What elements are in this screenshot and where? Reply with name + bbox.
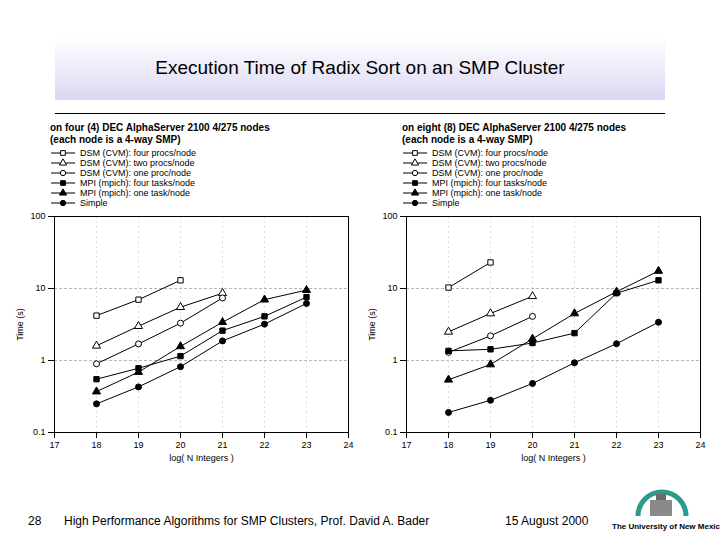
html-text:MPI (mpich): four tasks/node: MPI (mpich): four tasks/node <box>80 178 195 188</box>
svg-text:1: 1 <box>392 355 397 365</box>
svg-text:21: 21 <box>217 440 227 450</box>
html-text:Execution Time of Radix Sort o: Execution Time of Radix Sort on an SMP C… <box>155 57 565 78</box>
html-text:on four (4) DEC AlphaServer 21: on four (4) DEC AlphaServer 2100 4/275 n… <box>50 122 270 133</box>
svg-text:20: 20 <box>175 440 185 450</box>
html-text:MPI (mpich): four tasks/node: MPI (mpich): four tasks/node <box>432 178 547 188</box>
html-text:DSM (CVM): one proc/node: DSM (CVM): one proc/node <box>432 168 543 178</box>
html-text:DSM (CVM): four procs/node: DSM (CVM): four procs/node <box>432 148 548 158</box>
svg-text:24: 24 <box>343 440 353 450</box>
html-text:28: 28 <box>28 514 42 528</box>
svg-text:100: 100 <box>30 211 45 221</box>
svg-text:Time (s): Time (s) <box>367 308 377 341</box>
svg-text:10: 10 <box>35 283 45 293</box>
svg-text:19: 19 <box>133 440 143 450</box>
svg-text:22: 22 <box>259 440 269 450</box>
svg-text:0.1: 0.1 <box>385 427 398 437</box>
svg-text:23: 23 <box>301 440 311 450</box>
html-text:(each node is a 4-way SMP): (each node is a 4-way SMP) <box>402 134 533 145</box>
html-text:(each node is a 4-way SMP): (each node is a 4-way SMP) <box>50 134 181 145</box>
svg-text:100: 100 <box>382 211 397 221</box>
svg-text:22: 22 <box>611 440 621 450</box>
svg-text:log( N Integers ): log( N Integers ) <box>521 453 586 463</box>
svg-text:17: 17 <box>49 440 59 450</box>
svg-text:Time (s): Time (s) <box>15 308 25 341</box>
html-text:DSM (CVM): two procs/node: DSM (CVM): two procs/node <box>80 158 195 168</box>
html-text:Simple: Simple <box>80 198 108 208</box>
html-text:MPI (mpich): one task/node: MPI (mpich): one task/node <box>432 188 543 198</box>
html-text:Simple: Simple <box>432 198 460 208</box>
svg-text:log( N Integers ): log( N Integers ) <box>169 453 234 463</box>
svg-text:20: 20 <box>527 440 537 450</box>
svg-text:21: 21 <box>569 440 579 450</box>
svg-text:18: 18 <box>91 440 101 450</box>
html-text:DSM (CVM): four procs/node: DSM (CVM): four procs/node <box>80 148 196 158</box>
html-text:DSM (CVM): two procs/node: DSM (CVM): two procs/node <box>432 158 547 168</box>
svg-text:1: 1 <box>40 355 45 365</box>
svg-text:17: 17 <box>401 440 411 450</box>
svg-text:19: 19 <box>485 440 495 450</box>
html-text:15 August 2000: 15 August 2000 <box>505 514 589 528</box>
svg-text:10: 10 <box>387 283 397 293</box>
svg-text:23: 23 <box>653 440 663 450</box>
svg-text:18: 18 <box>443 440 453 450</box>
svg-text:24: 24 <box>695 440 705 450</box>
html-text:High Performance Algorithms fo: High Performance Algorithms for SMP Clus… <box>64 514 430 528</box>
html-text:DSM (CVM): one proc/node: DSM (CVM): one proc/node <box>80 168 191 178</box>
html-text:MPI (mpich): one task/node: MPI (mpich): one task/node <box>80 188 191 198</box>
svg-text:0.1: 0.1 <box>33 427 46 437</box>
html-text:on eight (8) DEC AlphaServer 2: on eight (8) DEC AlphaServer 2100 4/275 … <box>402 122 627 133</box>
